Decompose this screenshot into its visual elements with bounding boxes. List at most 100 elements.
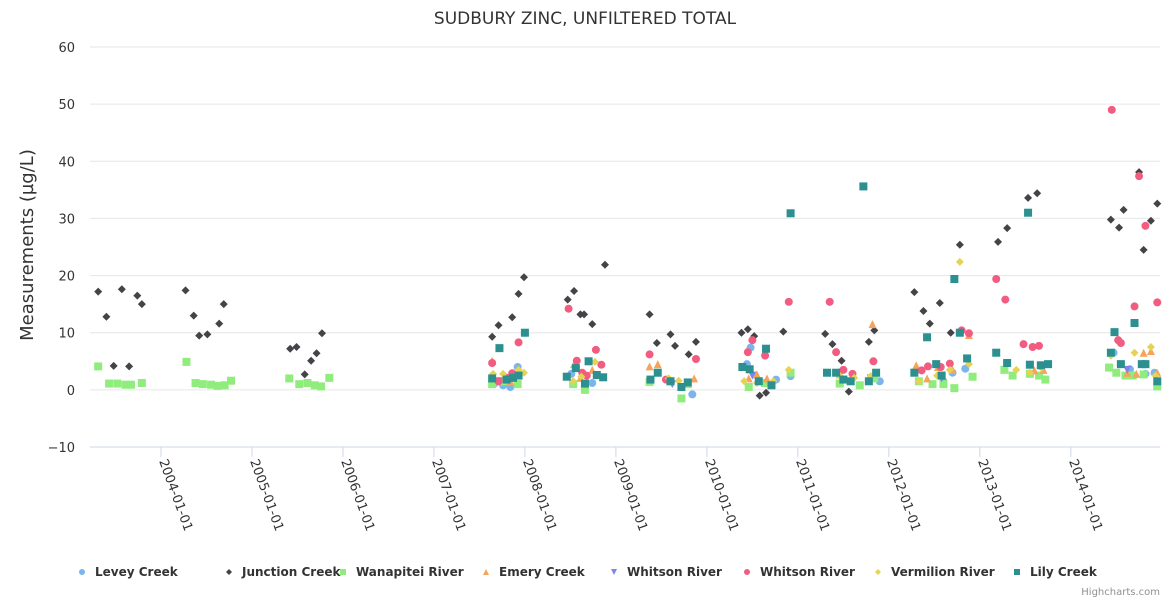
- data-point: [572, 356, 581, 365]
- data-point: [189, 311, 198, 320]
- data-point: [307, 356, 316, 365]
- data-point: [737, 328, 746, 337]
- legend-item[interactable]: Levey Creek: [79, 565, 179, 579]
- data-point: [1141, 360, 1150, 369]
- data-point: [666, 330, 675, 339]
- data-point: [1036, 361, 1045, 370]
- data-point: [133, 291, 142, 300]
- y-gridlines: [90, 46, 1160, 391]
- data-point: [94, 287, 103, 296]
- y-tick-label: 10: [58, 327, 75, 342]
- data-point: [1130, 348, 1139, 357]
- data-point: [1146, 343, 1155, 351]
- data-point: [1107, 105, 1116, 114]
- data-point: [563, 295, 572, 304]
- data-point: [945, 359, 954, 368]
- data-point: [137, 379, 146, 387]
- data-point: [748, 371, 757, 380]
- data-point: [588, 379, 597, 387]
- data-point: [688, 390, 697, 399]
- data-point: [495, 344, 504, 353]
- data-point: [488, 380, 497, 389]
- data-point: [1024, 208, 1033, 217]
- y-tick-label: 30: [58, 212, 75, 227]
- data-point: [562, 372, 571, 381]
- data-point: [767, 381, 776, 390]
- data-point: [683, 378, 692, 387]
- data-point: [653, 368, 662, 377]
- data-point: [219, 300, 228, 309]
- data-point: [1139, 245, 1148, 254]
- data-point: [117, 285, 126, 294]
- legend: Levey Creek Junction Creek Wanapitei River…: [79, 565, 1098, 579]
- data-point: [762, 374, 771, 383]
- data-point: [303, 379, 312, 387]
- data-point: [784, 297, 793, 306]
- data-point: [968, 372, 977, 381]
- data-point: [870, 326, 879, 335]
- data-point: [1025, 360, 1034, 369]
- data-point: [137, 300, 146, 309]
- data-point: [762, 344, 771, 353]
- legend-symbol-icon: [483, 569, 489, 575]
- series-junction-creek: [94, 168, 1162, 400]
- data-point: [494, 377, 503, 386]
- data-point: [220, 381, 229, 390]
- y-tick-label: 20: [58, 270, 75, 285]
- legend-symbol-icon: [1014, 569, 1020, 575]
- legend-item[interactable]: Vermilion River: [875, 565, 995, 579]
- legend-item[interactable]: Lily Creek: [1014, 565, 1098, 579]
- data-point: [666, 377, 675, 386]
- data-point: [508, 313, 517, 322]
- data-point: [932, 360, 941, 369]
- data-point: [580, 385, 589, 394]
- data-point: [917, 366, 926, 375]
- data-point: [645, 310, 654, 319]
- data-point: [1003, 224, 1012, 233]
- data-point: [203, 330, 212, 339]
- data-point: [955, 328, 964, 337]
- legend-label: Whitson River: [627, 565, 722, 579]
- data-point: [592, 371, 601, 379]
- data-point: [743, 348, 752, 357]
- data-point: [955, 257, 964, 266]
- data-point: [828, 340, 837, 349]
- data-point: [674, 376, 683, 385]
- data-point: [646, 375, 655, 384]
- data-point: [317, 382, 326, 391]
- legend-item[interactable]: Whitson River: [744, 565, 855, 579]
- legend-item[interactable]: Whitson River: [611, 565, 722, 579]
- data-point: [126, 380, 135, 389]
- data-point: [182, 357, 191, 366]
- data-point: [1034, 371, 1043, 380]
- data-point: [653, 360, 662, 369]
- data-point: [950, 384, 959, 393]
- data-point: [1153, 382, 1162, 391]
- data-point: [494, 321, 503, 330]
- data-point: [761, 351, 770, 360]
- data-point: [569, 377, 578, 386]
- data-point: [755, 391, 764, 400]
- data-point: [1106, 215, 1115, 224]
- legend-symbol-icon: [875, 569, 881, 575]
- data-point: [752, 370, 761, 379]
- highcharts-credits-link[interactable]: Highcharts.com: [1081, 587, 1160, 598]
- data-point: [743, 325, 752, 334]
- legend-item[interactable]: Wanapitei River: [340, 565, 464, 579]
- data-point: [754, 377, 763, 386]
- legend-label: Junction Creek: [241, 565, 341, 579]
- data-point: [870, 374, 879, 383]
- data-point: [1041, 375, 1050, 384]
- data-point: [855, 381, 864, 390]
- data-point: [738, 363, 747, 371]
- data-point: [740, 377, 749, 386]
- data-point: [580, 310, 589, 319]
- data-point: [600, 260, 609, 269]
- data-point: [821, 329, 830, 338]
- legend-item[interactable]: Junction Creek: [226, 565, 341, 579]
- y-tick-label: 50: [58, 98, 75, 113]
- data-point: [1116, 360, 1125, 369]
- data-point: [488, 332, 497, 341]
- legend-item[interactable]: Emery Creek: [483, 565, 586, 579]
